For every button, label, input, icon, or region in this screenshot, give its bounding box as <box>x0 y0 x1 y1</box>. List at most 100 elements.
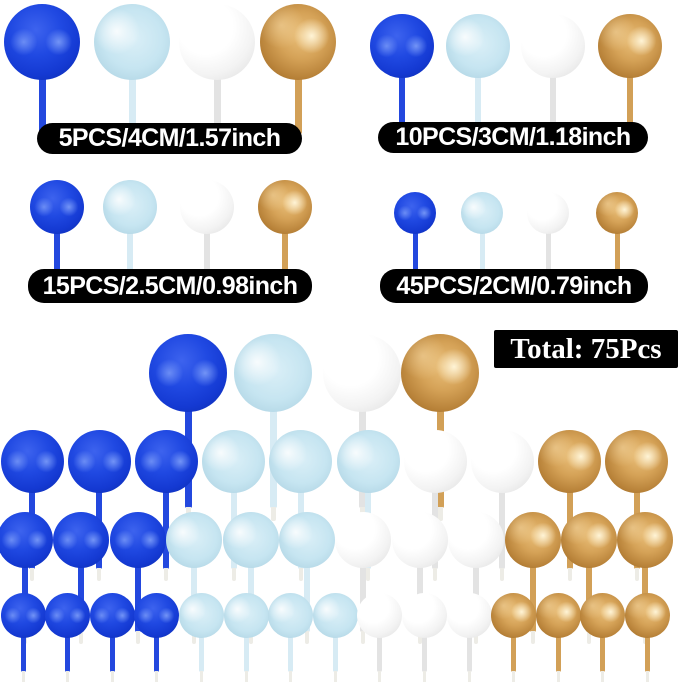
stick-tip <box>289 670 293 682</box>
ball-light-blue-2-5cm <box>103 180 157 234</box>
stick-tip <box>21 670 25 682</box>
stick-tip <box>305 631 309 644</box>
ball-blue-row3 <box>109 512 166 568</box>
ball-gold-4cm <box>260 4 336 80</box>
ball-light-blue-row4 <box>223 592 269 638</box>
ball-light-blue-row3 <box>279 512 335 568</box>
stick-tip <box>567 567 572 581</box>
ball-white-row2 <box>403 429 467 493</box>
ball-stick <box>555 615 561 672</box>
ball-gold-row4 <box>580 592 626 638</box>
ball-stick <box>360 540 367 632</box>
ball-blue-row2 <box>134 429 198 493</box>
stick-tip <box>645 670 649 682</box>
ball-gold-row4 <box>624 592 670 638</box>
stick-tip <box>433 567 438 581</box>
ball-light-blue-4cm <box>94 4 170 80</box>
ball-light-blue-row3 <box>166 512 223 568</box>
ball-blue-4cm <box>4 4 80 80</box>
size-label-4cm: 5PCS/4CM/1.57inch <box>37 123 302 154</box>
ball-stick <box>20 615 26 672</box>
ball-white-row3 <box>448 512 505 568</box>
stick-tip <box>248 631 253 644</box>
ball-light-blue-row2 <box>336 429 400 493</box>
ball-stick <box>198 615 204 672</box>
stick-tip <box>164 567 169 581</box>
total-count-badge: Total: 75Pcs <box>494 330 678 368</box>
ball-white-row3 <box>335 512 392 568</box>
stick-tip <box>79 631 84 644</box>
ball-white-row4 <box>401 592 447 638</box>
ball-stick <box>466 615 472 672</box>
ball-white-row1 <box>323 334 401 412</box>
size-label-2cm: 45PCS/2CM/0.79inch <box>380 269 648 303</box>
ball-stick <box>529 540 536 632</box>
ball-stick <box>475 46 481 132</box>
ball-stick <box>566 461 573 569</box>
ball-blue-row4 <box>45 592 91 638</box>
stick-tip <box>366 567 370 581</box>
ball-stick <box>304 540 310 632</box>
ball-stick <box>600 615 606 672</box>
ball-stick <box>38 42 46 134</box>
ball-stick <box>642 540 649 632</box>
stick-tip <box>231 567 236 581</box>
ball-stick <box>128 42 136 134</box>
ball-light-blue-row4 <box>312 592 358 638</box>
ball-gold-row2 <box>538 429 602 493</box>
ball-stick <box>191 540 198 632</box>
ball-stick <box>416 540 423 632</box>
ball-gold-row3 <box>561 512 617 568</box>
ball-white-row3 <box>391 512 448 568</box>
stick-tip <box>378 670 382 682</box>
ball-stick <box>294 42 302 134</box>
ball-stick <box>479 213 485 280</box>
ball-stick <box>499 461 506 569</box>
ball-blue-row2 <box>67 429 131 493</box>
ball-blue-row2 <box>0 429 64 493</box>
size-label-2-5cm: 15PCS/2.5CM/0.98inch <box>28 269 312 303</box>
stick-tip <box>30 567 34 581</box>
stick-tip <box>361 631 366 644</box>
stick-tip <box>244 670 248 682</box>
ball-stick <box>109 615 115 672</box>
stick-tip <box>601 670 605 682</box>
size-label-3cm: 10PCS/3CM/1.18inch <box>378 122 648 153</box>
ball-white-2-5cm <box>180 180 234 234</box>
ball-gold-row1 <box>401 334 479 412</box>
ball-white-row4 <box>357 592 403 638</box>
stick-tip <box>437 507 443 521</box>
ball-blue-2cm <box>394 192 436 234</box>
stick-tip <box>333 670 337 682</box>
ball-stick <box>96 461 103 569</box>
stick-tip <box>512 670 516 682</box>
stick-tip <box>500 567 505 581</box>
ball-stick <box>22 540 28 632</box>
stick-tip <box>417 631 422 644</box>
ball-gold-2cm <box>596 192 638 234</box>
ball-stick <box>550 46 556 132</box>
ball-stick <box>332 615 338 672</box>
stick-tip <box>467 670 471 682</box>
ball-white-4cm <box>179 4 255 80</box>
ball-white-3cm <box>521 14 585 78</box>
ball-stick <box>614 213 620 280</box>
ball-stick <box>247 540 254 632</box>
ball-stick <box>163 461 170 569</box>
ball-gold-row4 <box>535 592 581 638</box>
ball-stick <box>473 540 480 632</box>
ball-stick <box>154 615 160 672</box>
stick-tip <box>97 567 102 581</box>
stick-tip <box>199 670 203 682</box>
stick-tip <box>66 670 70 682</box>
ball-light-blue-row2 <box>202 429 266 493</box>
ball-light-blue-2cm <box>461 192 503 234</box>
stick-tip <box>110 670 114 682</box>
ball-stick <box>377 615 383 672</box>
ball-blue-row4 <box>0 592 46 638</box>
ball-light-blue-row4 <box>178 592 224 638</box>
stick-tip <box>155 670 159 682</box>
ball-white-2cm <box>527 192 569 234</box>
ball-blue-row4 <box>89 592 135 638</box>
